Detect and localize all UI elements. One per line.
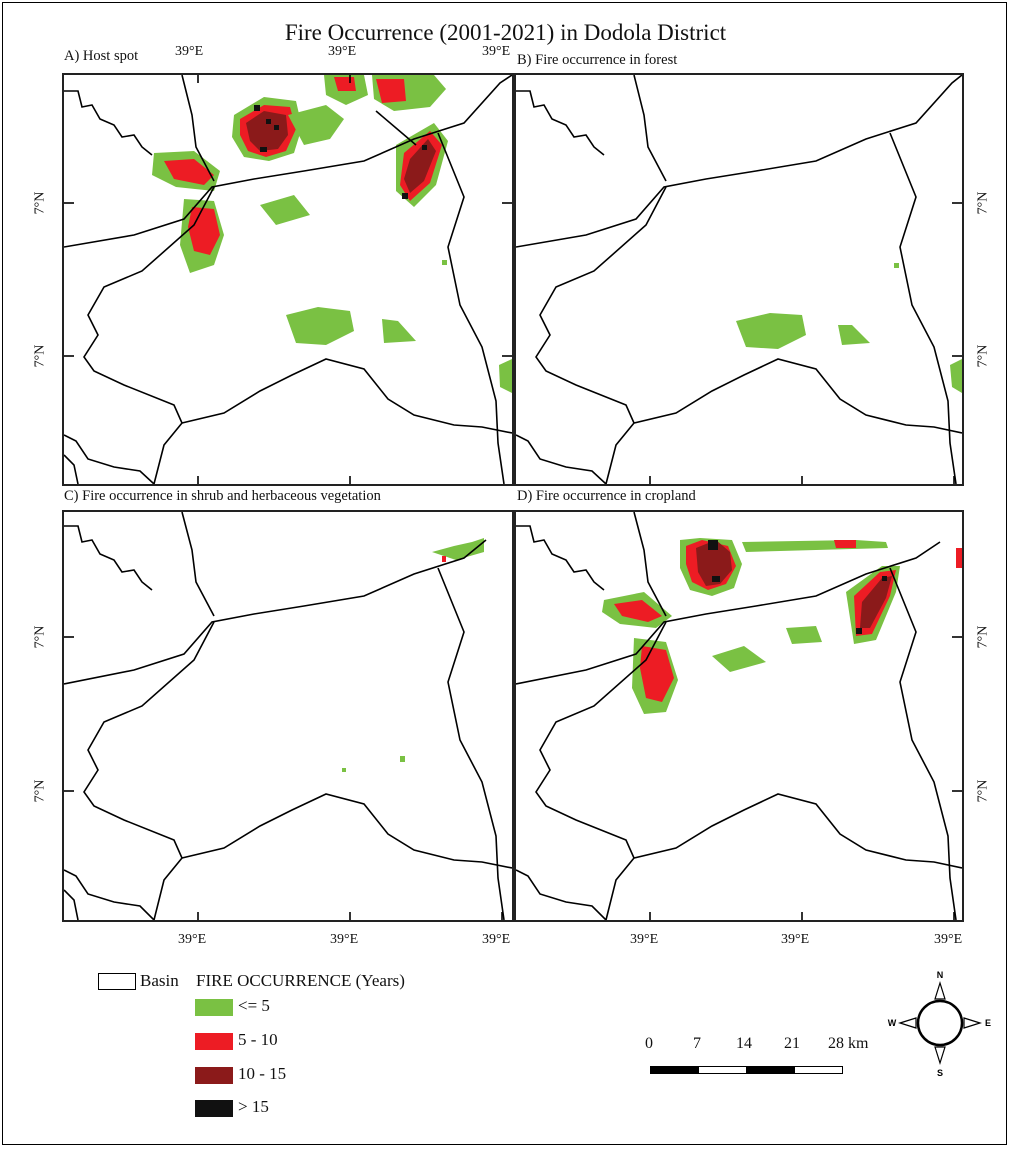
legend-label-gt15: > 15 (238, 1097, 269, 1116)
fire-patches-c (342, 538, 484, 772)
scale-label-7: 7 (693, 1035, 701, 1052)
legend-swatch-le5 (195, 999, 233, 1016)
scale-segment-2 (698, 1066, 747, 1074)
panel-d-map (516, 512, 962, 920)
lat-tick-left-a1: 7°N (32, 191, 48, 215)
lon-tick-bottom-d3: 39°E (934, 932, 963, 947)
lat-tick-right-d2: 7°N (975, 779, 991, 803)
lon-tick-bottom-d2: 39°E (781, 932, 810, 947)
lon-tick-bottom-c2: 39°E (330, 932, 359, 947)
scale-label-28km: 28 km (828, 1035, 869, 1052)
lon-tick-top-a1: 39°E (175, 44, 204, 59)
lat-tick-right-b1: 7°N (975, 191, 991, 215)
lon-tick-bottom-d1: 39°E (630, 932, 659, 947)
legend-swatch-5-10 (195, 1033, 233, 1050)
scale-label-21: 21 (784, 1035, 800, 1052)
scale-label-0: 0 (645, 1035, 653, 1052)
basin-boundaries-b (516, 75, 962, 484)
legend-label-le5: <= 5 (238, 996, 270, 1015)
ticks-a (64, 75, 512, 484)
ticks-d (649, 636, 962, 920)
panel-b-title: B) Fire occurrence in forest (517, 52, 678, 68)
lat-tick-left-c2: 7°N (32, 779, 48, 803)
fire-patches-d (602, 538, 962, 714)
lon-tick-top-a2: 39°E (328, 44, 357, 59)
legend-label-5-10: 5 - 10 (238, 1030, 278, 1049)
scale-segment-4 (794, 1066, 843, 1074)
panel-a-title: A) Host spot (64, 48, 139, 64)
legend-basin-label: Basin (140, 971, 179, 990)
compass-e: E (985, 1018, 991, 1028)
ticks-b (649, 202, 962, 484)
map-title: Fire Occurrence (2001-2021) in Dodola Di… (284, 20, 727, 45)
panel-a-host-spot: A) Host spot (62, 73, 514, 486)
scale-segment-1 (650, 1066, 699, 1074)
lon-tick-bottom-c3: 39°E (482, 932, 511, 947)
lon-tick-bottom-c1: 39°E (178, 932, 207, 947)
basin-boundaries-d (516, 512, 962, 920)
lat-tick-left-c1: 7°N (32, 625, 48, 649)
basin-boundaries-c (64, 512, 512, 920)
fire-patches-b (736, 263, 962, 393)
legend-swatch-10-15 (195, 1067, 233, 1084)
panel-a-map (64, 75, 512, 484)
panel-d-title: D) Fire occurrence in cropland (517, 488, 696, 504)
panel-c-title: C) Fire occurrence in shrub and herbaceo… (64, 488, 381, 504)
legend-label-10-15: 10 - 15 (238, 1064, 287, 1083)
ticks-c (64, 636, 503, 920)
panel-b-map (516, 75, 962, 484)
compass-w: W (888, 1018, 897, 1028)
fire-patches-a (152, 75, 512, 393)
legend-swatch-gt15 (195, 1100, 233, 1117)
legend-basin-swatch (98, 973, 136, 990)
lat-tick-right-d1: 7°N (975, 625, 991, 649)
scale-label-14: 14 (736, 1035, 752, 1052)
panel-c-map (64, 512, 512, 920)
compass-s: S (937, 1068, 943, 1078)
panel-d-cropland (514, 510, 964, 922)
lat-tick-right-b2: 7°N (975, 344, 991, 368)
compass-rose-icon: N S W E (888, 970, 991, 1078)
lon-tick-top-a3: 39°E (482, 44, 511, 59)
basin-boundaries-a (64, 75, 512, 484)
panel-c-shrub (62, 510, 514, 922)
panel-b-forest (514, 73, 964, 486)
scale-segment-3 (746, 1066, 795, 1074)
lat-tick-left-a2: 7°N (32, 344, 48, 368)
compass-n: N (937, 970, 944, 980)
legend-title: FIRE OCCURRENCE (Years) (196, 971, 405, 990)
